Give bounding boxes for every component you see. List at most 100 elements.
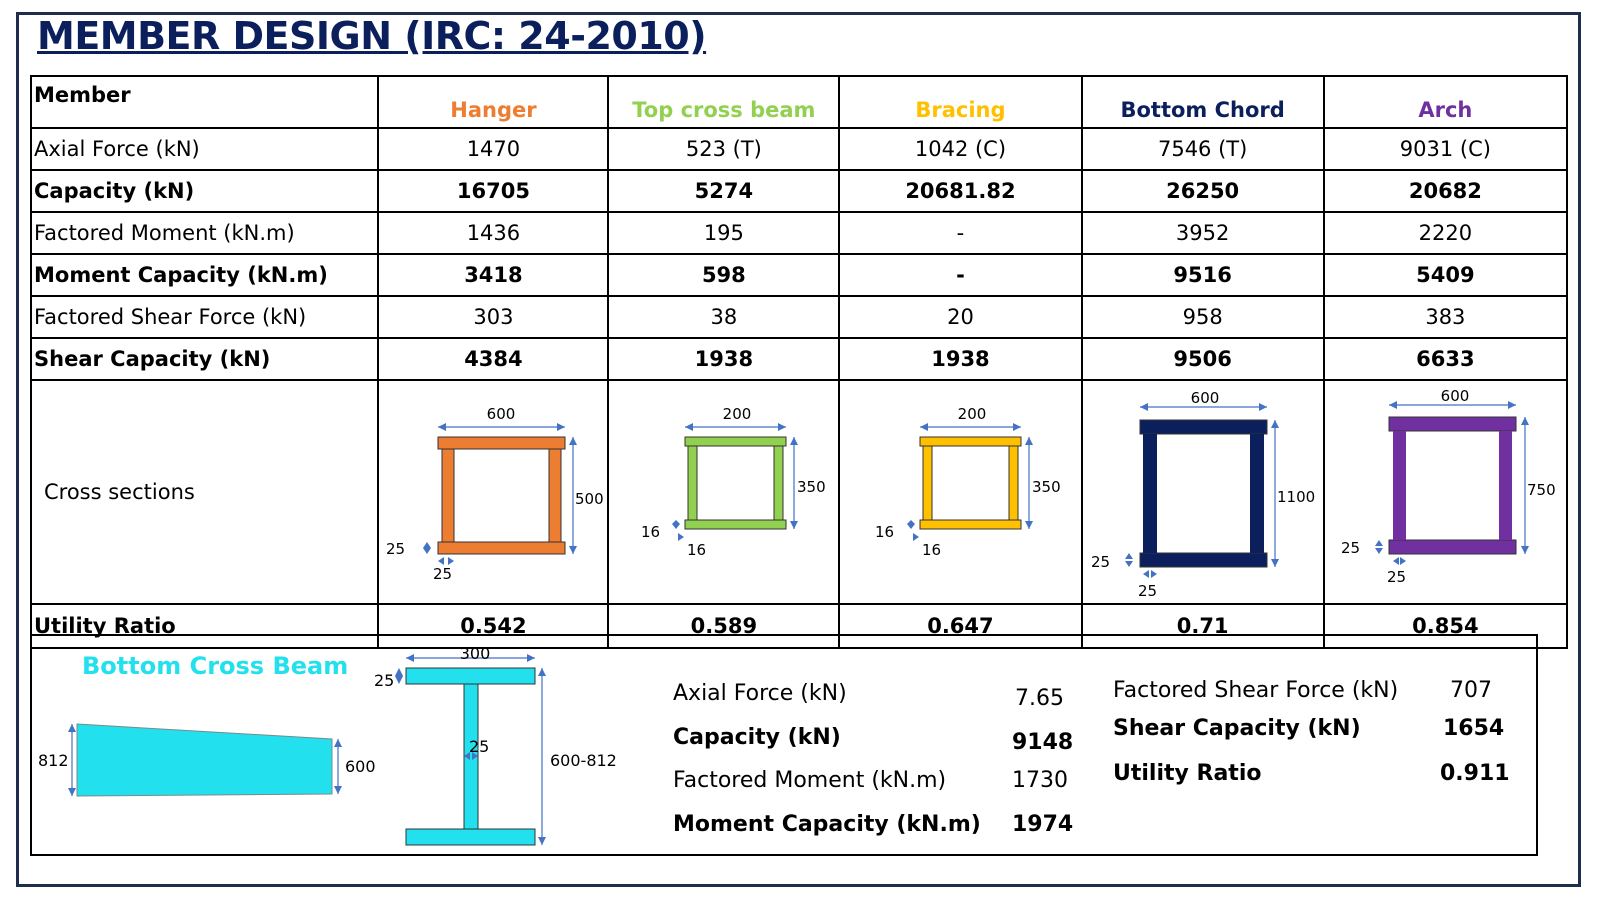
table-cell: 303 — [377, 295, 610, 339]
bracing-box-section: 200 350 16 16 — [875, 405, 1061, 559]
row-label: Shear Capacity (kN) — [29, 337, 380, 381]
table-cell: - — [838, 211, 1083, 255]
bottom-chord-box-section: 600 1100 25 25 — [1091, 389, 1315, 600]
table-cell: 20 — [838, 295, 1083, 339]
column-header-arch: Arch — [1322, 75, 1569, 129]
dimension-width: 600 — [487, 405, 516, 423]
table-cell: 4384 — [377, 337, 610, 381]
dimension-height: 350 — [1032, 478, 1061, 496]
table-row-capacity: Capacity (kN) 16705 5274 20681.82 26250 … — [29, 169, 1569, 213]
table-cell: 9506 — [1080, 337, 1325, 381]
dimension-web: 25 — [433, 565, 452, 583]
dimension-height: 350 — [797, 478, 826, 496]
column-header-top-cross-beam: Top cross beam — [607, 75, 841, 129]
page-title: MEMBER DESIGN (IRC: 24-2010) — [37, 14, 707, 58]
table-cell: 9516 — [1080, 253, 1325, 297]
flange-thickness-label: 25 — [374, 671, 394, 690]
dimension-web: 16 — [922, 541, 941, 559]
column-header-bottom-chord: Bottom Chord — [1080, 75, 1325, 129]
row-label: Capacity (kN) — [29, 169, 380, 213]
page-frame — [16, 12, 1581, 887]
bottom-cross-beam-panel: Bottom Cross Beam 812 600 300 25 25 600-… — [30, 634, 1538, 856]
left-depth-label: 812 — [38, 751, 69, 770]
table-row-utility-ratio: Utility Ratio 0.542 0.589 0.647 0.71 0.8… — [29, 603, 1569, 649]
section-depth-label: 600-812 — [550, 751, 617, 770]
table-cell: 6633 — [1322, 337, 1569, 381]
bcb-capacity-value: 9148 — [1012, 730, 1074, 755]
table-cell: 3418 — [377, 253, 610, 297]
cross-section-cell: 600 500 25 25 — [377, 379, 610, 605]
hanger-box-section: 600 500 25 25 — [386, 405, 603, 583]
dimension-flange: 25 — [386, 540, 405, 558]
bcb-utility-value: 0.911 — [1440, 761, 1510, 786]
bcb-mcapacity-label: Moment Capacity (kN.m) — [673, 812, 981, 837]
cross-section-cell: 200 350 16 16 — [838, 379, 1083, 605]
table-cell: 0.647 — [838, 603, 1083, 649]
row-label: Factored Shear Force (kN) — [29, 295, 380, 339]
bcb-axial-label: Axial Force (kN) — [673, 681, 847, 706]
bcb-utility-label: Utility Ratio — [1113, 761, 1262, 786]
table-cell: 7546 (T) — [1080, 127, 1325, 171]
dimension-width: 200 — [958, 405, 987, 423]
table-row-axial-force: Axial Force (kN) 1470 523 (T) 1042 (C) 7… — [29, 127, 1569, 171]
dimension-web: 16 — [687, 541, 706, 559]
table-cell: 5409 — [1322, 253, 1569, 297]
table-row-factored-moment: Factored Moment (kN.m) 1436 195 - 3952 2… — [29, 211, 1569, 255]
table-cell: 1042 (C) — [838, 127, 1083, 171]
flange-width-label: 300 — [460, 644, 491, 663]
tapered-beam-elevation — [76, 723, 333, 797]
dimension-flange: 25 — [1091, 553, 1110, 571]
table-cell: 958 — [1080, 295, 1325, 339]
table-cell: 9031 (C) — [1322, 127, 1569, 171]
table-cell: 383 — [1322, 295, 1569, 339]
cross-section-cell: 600 750 25 25 — [1322, 379, 1569, 605]
dimension-flange: 16 — [875, 523, 894, 541]
right-depth-label: 600 — [345, 757, 376, 776]
table-row-factored-shear: Factored Shear Force (kN) 303 38 20 958 … — [29, 295, 1569, 339]
table-cell: 1470 — [377, 127, 610, 171]
i-beam-section — [405, 667, 536, 846]
table-cell: 0.542 — [377, 603, 610, 649]
bcb-fmoment-label: Factored Moment (kN.m) — [673, 768, 947, 793]
cross-section-cell: 200 350 16 16 — [607, 379, 841, 605]
table-cell: 1938 — [607, 337, 841, 381]
cross-section-cell: 600 1100 25 25 — [1080, 379, 1325, 605]
dimension-height: 750 — [1527, 481, 1556, 499]
table-row-moment-capacity: Moment Capacity (kN.m) 3418 598 - 9516 5… — [29, 253, 1569, 297]
table-row-shear-capacity: Shear Capacity (kN) 4384 1938 1938 9506 … — [29, 337, 1569, 381]
table-cell: 3952 — [1080, 211, 1325, 255]
top-cross-beam-box-section: 200 350 16 16 — [641, 405, 826, 559]
table-cell: 16705 — [377, 169, 610, 213]
table-cell: 1436 — [377, 211, 610, 255]
bcb-fshear-label: Factored Shear Force (kN) — [1113, 678, 1399, 703]
table-cell: 523 (T) — [607, 127, 841, 171]
table-cell: 2220 — [1322, 211, 1569, 255]
row-label: Moment Capacity (kN.m) — [29, 253, 380, 297]
dimension-web: 25 — [1387, 568, 1406, 586]
table-cell: 195 — [607, 211, 841, 255]
table-cell: 38 — [607, 295, 841, 339]
dimension-width: 600 — [1441, 387, 1470, 405]
arch-box-section: 600 750 25 25 — [1341, 387, 1556, 586]
row-label: Axial Force (kN) — [29, 127, 380, 171]
table-cell: 0.854 — [1322, 603, 1569, 649]
dimension-flange: 25 — [1341, 539, 1360, 557]
bcb-capacity-label: Capacity (kN) — [673, 725, 841, 750]
table-row-cross-sections: Cross sections 600 500 25 25 — [29, 379, 1569, 605]
bcb-mcapacity-value: 1974 — [1012, 812, 1074, 837]
table-cell: 5274 — [607, 169, 841, 213]
table-cell: 20682 — [1322, 169, 1569, 213]
bcb-scapacity-value: 1654 — [1443, 716, 1505, 741]
table-cell: 20681.82 — [838, 169, 1083, 213]
bcb-fshear-value: 707 — [1450, 678, 1492, 703]
table-cell: 598 — [607, 253, 841, 297]
table-cell: 1938 — [838, 337, 1083, 381]
column-header-hanger: Hanger — [377, 75, 610, 129]
bottom-cross-beam-drawings: 812 600 300 25 25 600-812 — [38, 644, 617, 846]
dimension-height: 500 — [575, 490, 603, 508]
table-header-row: Member Hanger Top cross beam Bracing Bot… — [29, 75, 1569, 129]
dimension-width: 200 — [723, 405, 752, 423]
member-design-table: Member Hanger Top cross beam Bracing Bot… — [29, 75, 1569, 649]
bottom-cross-beam-title: Bottom Cross Beam — [82, 652, 349, 680]
dimension-web: 25 — [1138, 582, 1157, 600]
